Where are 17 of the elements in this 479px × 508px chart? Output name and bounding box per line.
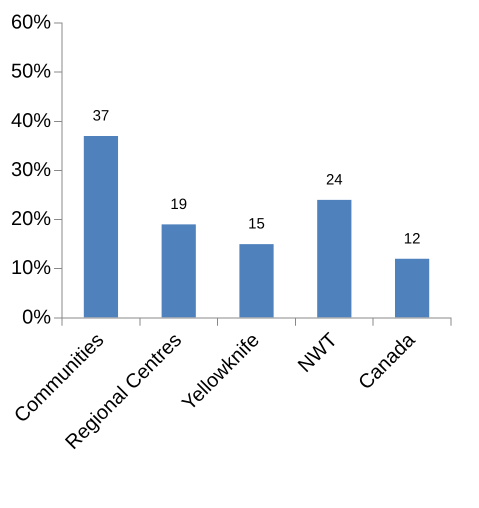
y-tick-label: 50% [11, 60, 52, 83]
y-tick-label: 30% [11, 158, 52, 181]
bar [84, 136, 118, 318]
y-tick-label: 40% [11, 110, 52, 132]
bar [317, 200, 352, 318]
y-tick-label: 0% [22, 306, 52, 328]
bar [162, 224, 196, 318]
data-label: 37 [92, 108, 110, 125]
y-tick-label: 10% [11, 257, 52, 280]
bar [394, 258, 430, 318]
data-label: 19 [170, 196, 188, 214]
data-label: 15 [248, 216, 265, 233]
y-tick-label: 60% [11, 12, 52, 34]
bar [239, 244, 274, 318]
data-label: 12 [404, 230, 420, 248]
data-label: 24 [326, 171, 343, 188]
y-tick-label: 20% [11, 208, 52, 230]
